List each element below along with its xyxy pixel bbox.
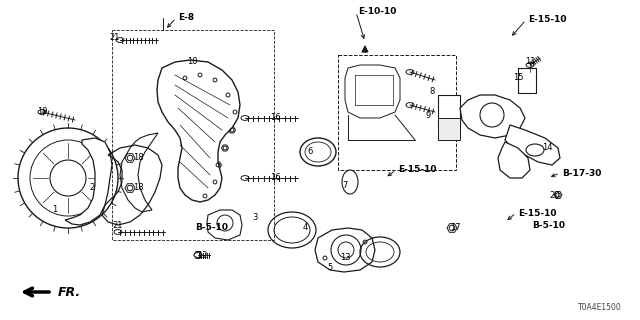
Text: E-15-10: E-15-10	[398, 165, 436, 174]
Text: 13: 13	[340, 253, 350, 262]
Ellipse shape	[406, 103, 414, 108]
Polygon shape	[321, 255, 328, 261]
Bar	[338, 55, 456, 170]
Polygon shape	[447, 224, 457, 232]
Text: FR.: FR.	[58, 285, 81, 299]
Text: 21: 21	[109, 34, 120, 43]
Polygon shape	[157, 60, 240, 202]
Ellipse shape	[241, 116, 249, 120]
Text: B-17-30: B-17-30	[562, 169, 602, 178]
Polygon shape	[554, 192, 562, 198]
Text: B-5-10: B-5-10	[195, 223, 228, 233]
Text: 4: 4	[302, 223, 308, 233]
Text: 15: 15	[513, 74, 524, 83]
Polygon shape	[214, 162, 221, 168]
Text: 9: 9	[426, 110, 431, 119]
Bar	[518, 68, 536, 93]
Text: 8: 8	[429, 87, 435, 97]
Text: 2: 2	[90, 183, 95, 193]
Text: 3: 3	[252, 213, 258, 222]
Ellipse shape	[194, 252, 202, 257]
Text: 1: 1	[52, 205, 58, 214]
Text: 6: 6	[307, 148, 313, 156]
Polygon shape	[505, 125, 560, 165]
Polygon shape	[207, 210, 242, 240]
Ellipse shape	[38, 109, 46, 114]
Text: B-5-10: B-5-10	[532, 220, 565, 229]
Polygon shape	[65, 138, 112, 225]
Ellipse shape	[406, 69, 414, 74]
Text: 16: 16	[269, 173, 280, 182]
Polygon shape	[232, 109, 239, 115]
Polygon shape	[196, 72, 204, 78]
Ellipse shape	[114, 230, 122, 234]
Polygon shape	[125, 154, 135, 162]
Text: 18: 18	[132, 154, 143, 163]
Text: E-15-10: E-15-10	[518, 209, 557, 218]
Ellipse shape	[526, 63, 534, 68]
Text: E-8: E-8	[178, 13, 194, 22]
Text: 17: 17	[450, 223, 460, 233]
Polygon shape	[194, 252, 202, 259]
Text: E-10-10: E-10-10	[358, 7, 396, 17]
Text: 10: 10	[187, 58, 197, 67]
Polygon shape	[345, 65, 400, 118]
Polygon shape	[182, 75, 189, 81]
Polygon shape	[460, 95, 525, 138]
Bar	[438, 95, 460, 127]
Polygon shape	[225, 92, 232, 98]
Text: 5: 5	[328, 263, 333, 273]
Text: 20: 20	[550, 190, 560, 199]
Polygon shape	[211, 179, 218, 185]
Polygon shape	[362, 239, 369, 245]
Text: 11: 11	[525, 58, 535, 67]
Text: T0A4E1500: T0A4E1500	[579, 303, 622, 312]
Text: 7: 7	[342, 180, 348, 189]
Ellipse shape	[241, 176, 249, 180]
Polygon shape	[228, 127, 236, 133]
Polygon shape	[498, 142, 530, 178]
Text: 21: 21	[113, 220, 124, 229]
Polygon shape	[211, 77, 218, 83]
Polygon shape	[125, 184, 135, 192]
Polygon shape	[221, 145, 228, 151]
Text: 14: 14	[541, 143, 552, 153]
Text: 16: 16	[269, 114, 280, 123]
Ellipse shape	[116, 38, 124, 42]
Bar	[112, 30, 274, 240]
Polygon shape	[315, 228, 375, 272]
Text: E-15-10: E-15-10	[528, 15, 566, 25]
Text: 19: 19	[36, 108, 47, 116]
Text: 18: 18	[132, 183, 143, 193]
Bar	[438, 118, 460, 140]
Text: 12: 12	[196, 251, 207, 260]
Polygon shape	[202, 193, 209, 199]
